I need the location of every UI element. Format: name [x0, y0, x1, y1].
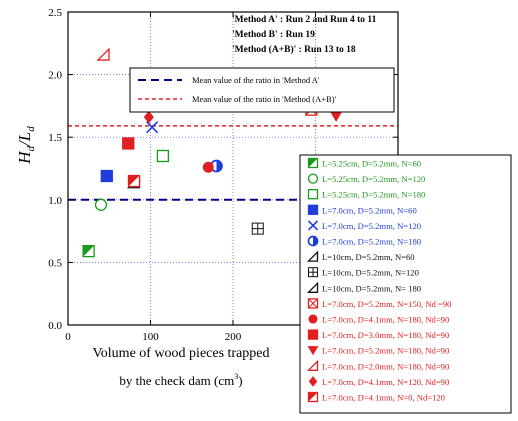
series-legend-marker [307, 189, 319, 200]
series-legend-label: L=7.0cm, D=4.1mm, N=180, Nd=90 [322, 315, 449, 325]
svg-text:Hd/Ld: Hd/Ld [15, 126, 37, 165]
series-legend-item: L=5.25cm, D=5.2mm, N=60 [307, 157, 421, 169]
y-tick-label: 2.5 [48, 7, 62, 19]
series-legend-item: L=10cm, D=5.2mm, N=60 [306, 250, 415, 262]
series-legend-marker [306, 359, 319, 371]
series-legend-label: L=7.0cm, D=5.2mm, N=180, Nd=90 [322, 346, 449, 356]
series-legend-item: L=7.0cm, D=3.0mm, N=180, Nd=90 [307, 329, 449, 340]
series-legend-label: L=10cm, D=5.2mm, N=120 [322, 268, 419, 278]
series-legend-item: L=7.0cm, D=5.2mm, N=150, Nd =90 [307, 298, 451, 309]
series-legend-item: L=7.0cm, D=5.2mm, N=120 [307, 220, 421, 231]
series-legend-label: L=7.0cm, D=5.2mm, N=150, Nd =90 [322, 299, 451, 309]
series-legend-label: L=5.25cm, D=5.2mm, N=60 [322, 159, 421, 169]
series-legend-label: L=7.0cm, D=4.1mm, N=120, Nd=90 [322, 377, 449, 387]
series-legend-marker [308, 314, 318, 324]
series-legend: L=5.25cm, D=5.2mm, N=60 L=5.25cm, D=5.2mm… [299, 154, 512, 414]
data-point [329, 111, 343, 122]
series-legend-marker [308, 267, 318, 278]
series-legend-box [299, 154, 512, 414]
reference-legend-label-a: Mean value of the ratio in 'Method A' [192, 75, 320, 85]
series-legend-label: L=7.0cm, D=5.2mm, N=60 [322, 205, 417, 215]
series-legend-item: L=10cm, D=5.2mm, N=120 [308, 267, 419, 278]
series-legend-item: L=7.0cm, D=4.1mm, N=120, Nd=90 [308, 376, 449, 387]
x-label-sup: 3 [234, 372, 238, 381]
data-point [100, 169, 113, 183]
series-legend-label: L=7.0cm, D=3.0mm, N=180, Nd=90 [322, 330, 449, 340]
series-legend-item: L=7.0cm, D=4.1mm, N=0, Nd=120 [307, 391, 445, 403]
data-point [94, 198, 108, 211]
x-label-main: by the check dam (cm [119, 373, 234, 388]
series-legend-marker [307, 391, 319, 403]
series-legend-item: L=5.25cm, D=5.2mm, N=180 [307, 189, 425, 200]
y-label-h: H [15, 150, 34, 165]
data-point [96, 47, 110, 61]
y-tick-label: 1.0 [48, 195, 62, 207]
series-legend-label: L=7.0cm, D=5.2mm, N=180 [322, 237, 421, 247]
series-legend-items: L=5.25cm, D=5.2mm, N=60 L=5.25cm, D=5.2mm… [306, 157, 451, 403]
y-axis-label: Hd/Ld [15, 126, 37, 165]
x-label-end: ) [238, 373, 242, 388]
series-legend-label: L=7.0cm, D=4.1mm, N=0, Nd=120 [322, 393, 445, 403]
series-legend-item: L=10cm, D=5.2mm, N= 180 [306, 281, 421, 293]
data-point [251, 222, 264, 235]
method-note-b: 'Method B' : Run 19 [232, 30, 315, 40]
data-point [202, 161, 214, 173]
x-axis-label-line2: by the check dam (cm3) [119, 372, 242, 388]
reference-legend-box [129, 67, 395, 113]
x-tick-label: 0 [65, 331, 71, 343]
series-legend-marker [307, 173, 319, 184]
method-note-ab: 'Method (A+B)' : Run 13 to 18 [232, 44, 356, 55]
y-tick-label: 0.0 [48, 320, 62, 332]
y-tick-label: 1.5 [48, 132, 62, 144]
series-legend-item: L=7.0cm, D=5.2mm, N=60 [307, 204, 417, 215]
series-legend-marker [307, 220, 319, 231]
series-legend-marker [308, 376, 318, 387]
series-legend-item: L=7.0cm, D=2.0mm, N=180, Nd=90 [306, 359, 449, 371]
series-legend-label: L=7.0cm, D=5.2mm, N=120 [322, 221, 421, 231]
series-legend-label: L=5.25cm, D=5.2mm, N=180 [322, 190, 425, 200]
series-legend-item: L=5.25cm, D=5.2mm, N=120 [307, 173, 425, 184]
series-legend-marker [307, 329, 319, 340]
series-legend-marker [307, 298, 319, 309]
series-legend-item: L=7.0cm, D=4.1mm, N=180, Nd=90 [308, 314, 449, 325]
data-point [146, 121, 159, 134]
y-tick-label: 0.5 [48, 257, 62, 269]
y-label-sub2: d [25, 126, 37, 132]
series-legend-marker [307, 157, 319, 169]
data-point [122, 137, 135, 150]
data-point [82, 244, 95, 258]
series-legend-marker [306, 250, 319, 262]
series-legend-marker [306, 281, 319, 293]
y-label-l: L [15, 132, 34, 142]
series-legend-item: L=7.0cm, D=5.2mm, N=180 [307, 235, 421, 247]
reference-legend-label-ab: Mean value of the ratio in 'Method (A+B)… [192, 94, 337, 104]
series-legend-marker [307, 204, 319, 215]
method-note-a: 'Method A' : Run 2 and Run 4 to 11 [232, 15, 377, 25]
series-legend-label: L=10cm, D=5.2mm, N= 180 [322, 283, 421, 293]
y-label-sub1: d [25, 145, 37, 151]
series-legend-marker [307, 346, 319, 356]
reference-legend: Mean value of the ratio in 'Method A' Me… [129, 67, 395, 113]
data-point [210, 159, 223, 173]
data-point [143, 110, 154, 124]
x-axis-label: Volume of wood pieces trapped [92, 346, 269, 361]
y-label-slash: / [15, 139, 34, 147]
method-notes: 'Method A' : Run 2 and Run 4 to 11 'Meth… [232, 15, 377, 55]
y-tick-label: 2.0 [48, 70, 62, 82]
data-point [156, 149, 170, 163]
x-tick-label: 200 [225, 331, 242, 343]
x-tick-label: 100 [142, 331, 159, 343]
series-legend-label: L=10cm, D=5.2mm, N=60 [322, 252, 415, 262]
series-legend-label: L=5.25cm, D=5.2mm, N=120 [322, 174, 425, 184]
series-legend-label: L=7.0cm, D=2.0mm, N=180, Nd=90 [322, 361, 449, 371]
data-point [127, 174, 141, 188]
series-legend-marker [307, 235, 319, 247]
series-legend-item: L=7.0cm, D=5.2mm, N=180, Nd=90 [307, 346, 449, 356]
